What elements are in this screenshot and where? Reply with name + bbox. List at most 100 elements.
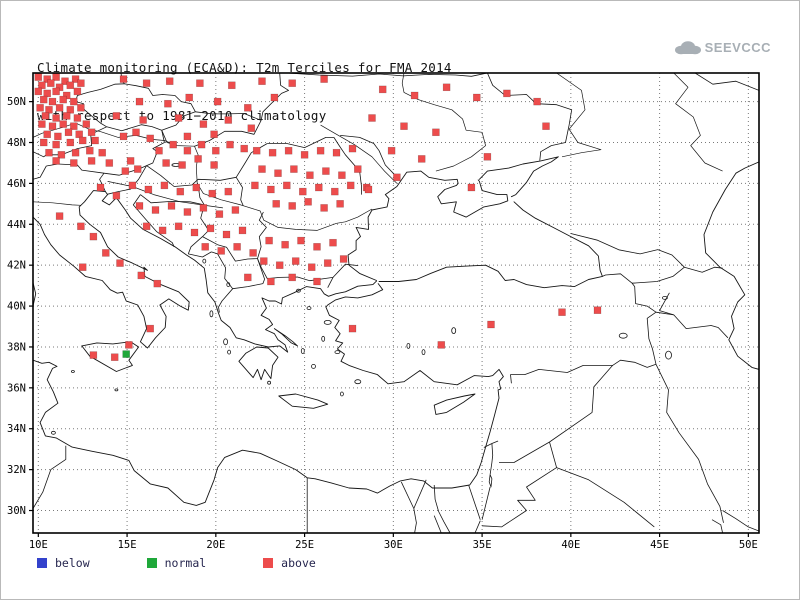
country-border: [570, 233, 723, 273]
station-marker-above: [132, 128, 140, 137]
station-marker-above: [213, 97, 222, 106]
station-marker-above: [212, 146, 220, 155]
island-or-lake: [300, 348, 305, 354]
legend-swatch-below: [37, 558, 47, 568]
station-marker-above: [313, 243, 321, 251]
station-marker-above: [43, 75, 51, 83]
station-marker-above: [162, 159, 170, 167]
station-marker-above: [194, 155, 202, 163]
station-marker-above: [210, 161, 218, 169]
station-marker-above: [228, 81, 236, 90]
station-marker-above: [364, 185, 373, 194]
station-marker-above: [199, 204, 208, 212]
station-marker-above: [66, 138, 75, 147]
island-or-lake: [662, 295, 668, 300]
station-marker-above: [315, 183, 323, 192]
station-marker-above: [41, 112, 50, 120]
station-marker-above: [217, 247, 225, 255]
station-marker-above: [208, 189, 217, 198]
country-border: [191, 176, 237, 186]
station-marker-above: [410, 91, 419, 100]
legend-item-above: above: [263, 556, 316, 570]
station-marker-above: [66, 81, 75, 90]
map-frame: [32, 72, 760, 534]
station-marker-above: [133, 165, 142, 173]
station-marker-above: [348, 324, 357, 333]
station-marker-above: [224, 116, 233, 124]
station-marker-above: [71, 148, 80, 157]
station-marker-above: [244, 273, 252, 282]
station-marker-above: [192, 183, 201, 192]
island-or-lake: [323, 319, 332, 325]
island-or-lake: [267, 380, 272, 385]
lon-tick-label: 35E: [473, 539, 492, 551]
station-marker-above: [206, 224, 215, 233]
river: [556, 73, 602, 158]
country-border: [549, 365, 613, 443]
lon-tick-label: 25E: [295, 539, 314, 551]
legend-swatch-above: [263, 558, 274, 568]
station-marker-above: [102, 249, 110, 257]
station-marker-above: [165, 77, 174, 85]
country-border: [438, 511, 451, 533]
station-marker-above: [267, 185, 275, 194]
station-marker-above: [105, 159, 114, 167]
country-border: [194, 120, 262, 147]
station-marker-above: [167, 202, 176, 210]
station-marker-above: [125, 341, 133, 349]
station-marker-above: [71, 75, 80, 83]
country-border: [499, 441, 550, 463]
station-marker-above: [284, 146, 293, 155]
lat-tick-label: 42N: [7, 260, 26, 272]
station-marker-above: [267, 277, 275, 286]
station-marker-above: [176, 187, 185, 196]
country-border: [46, 163, 147, 176]
station-marker-above: [270, 93, 279, 102]
country-border: [195, 111, 262, 121]
country-border: [286, 73, 488, 77]
station-marker-above: [291, 257, 300, 265]
country-border: [260, 73, 289, 121]
map-plot: 30N 32N 34N 36N 38N 40N 42N 44N 46N 48N 50N 10E 15E 2…: [7, 72, 760, 551]
station-marker-above: [331, 187, 339, 196]
river: [401, 73, 486, 172]
station-marker-above: [52, 114, 60, 122]
country-border: [324, 263, 359, 279]
station-marker-above: [272, 200, 280, 208]
station-marker-above: [135, 97, 144, 106]
country-border: [433, 484, 439, 512]
lat-tick-label: 30N: [7, 505, 26, 517]
lat-tick-label: 36N: [7, 382, 26, 394]
island-or-lake: [295, 288, 301, 293]
map-layers: [33, 73, 759, 533]
river: [107, 181, 223, 209]
station-marker-above: [258, 165, 266, 173]
station-marker-above: [288, 79, 296, 87]
coastline: [278, 393, 329, 409]
island-or-lake: [227, 349, 232, 355]
island-or-lake: [311, 363, 316, 369]
island-or-lake: [50, 430, 56, 435]
station-marker-above: [38, 120, 46, 128]
station-marker-above: [339, 255, 348, 263]
station-marker-above: [265, 236, 273, 245]
lat-tick-label: 38N: [7, 341, 26, 353]
station-marker-above: [336, 200, 344, 208]
station-marker-above: [70, 97, 78, 106]
station-marker-above: [432, 128, 440, 137]
country-border: [474, 520, 481, 533]
station-marker-above: [306, 171, 314, 179]
coastline: [238, 346, 279, 381]
station-marker-above: [467, 183, 476, 192]
station-marker-above: [142, 79, 151, 87]
coastline: [433, 393, 476, 415]
station-marker-above: [174, 114, 183, 122]
island-or-lake: [71, 370, 75, 373]
station-marker-above: [77, 79, 85, 87]
station-marker-above: [160, 181, 169, 190]
station-marker-above: [155, 146, 163, 155]
station-marker-above: [417, 155, 426, 163]
island-or-lake: [114, 388, 119, 392]
station-marker-above: [297, 236, 305, 245]
